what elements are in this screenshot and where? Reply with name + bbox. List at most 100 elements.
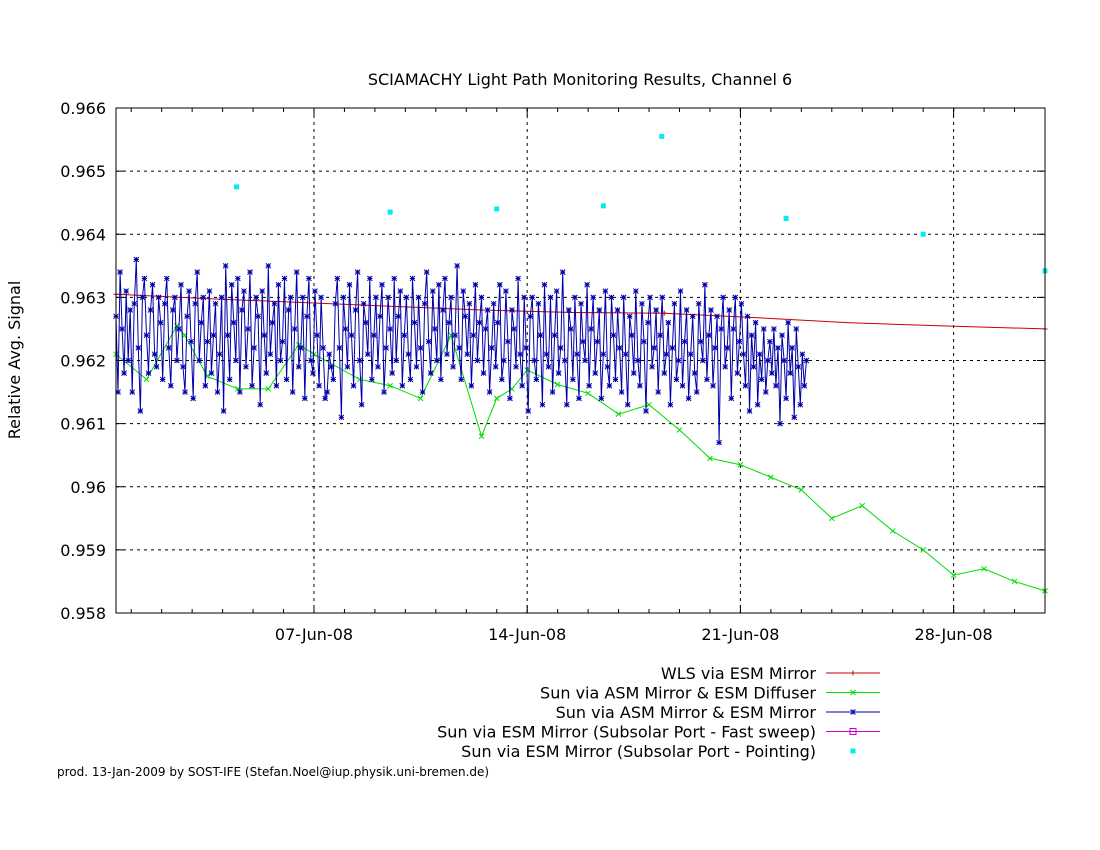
data-point: [889, 528, 896, 534]
data-point: [415, 294, 422, 301]
data-point: [616, 345, 623, 351]
data-point: [787, 370, 794, 376]
data-point: [559, 269, 566, 275]
y-tick-label: 0.964: [60, 225, 106, 244]
data-point: [155, 294, 162, 301]
legend-swatch-marker: [850, 709, 856, 715]
data-point: [716, 439, 722, 446]
y-ticks: 0.958 0.959 0.96 0.961 0.962 0.963 0.964 0.965 0…: [60, 99, 1045, 623]
data-point: [425, 338, 432, 345]
y-tick-label: 0.961: [60, 415, 106, 434]
data-point: [622, 351, 629, 358]
data-point: [635, 357, 641, 364]
data-point: [147, 307, 154, 313]
data-point: [661, 370, 668, 376]
data-point: [423, 269, 430, 275]
data-point: [667, 401, 674, 408]
data-point: [578, 300, 584, 307]
legend-swatch-marker: [850, 689, 856, 696]
data-point: [200, 294, 207, 301]
data-point: [769, 370, 775, 376]
data-point: [194, 269, 201, 275]
data-point: [387, 326, 393, 332]
data-point: [626, 313, 633, 320]
data-point: [637, 382, 643, 389]
data-point: [192, 300, 199, 307]
data-point: [737, 461, 744, 468]
data-point: [373, 294, 379, 301]
data-point: [775, 345, 781, 351]
data-point: [352, 307, 359, 313]
data-point: [590, 294, 597, 301]
data-point: [482, 326, 489, 332]
data-point: [543, 351, 550, 358]
series-layer: [113, 133, 1048, 594]
data-point: [326, 351, 333, 358]
data-point: [771, 326, 777, 332]
data-point: [764, 357, 771, 364]
x-tick-label: 28-Jun-08: [915, 625, 993, 644]
data-point: [653, 307, 659, 313]
data-point: [145, 370, 152, 376]
data-point: [663, 351, 670, 358]
data-point: [720, 294, 727, 301]
data-point: [340, 294, 347, 301]
data-point: [511, 326, 517, 332]
x-ticks: 07-Jun-08 14-Jun-08 21-Jun-08 28-Jun-08: [130, 108, 1016, 644]
data-point: [643, 408, 649, 414]
data-point: [216, 351, 223, 358]
data-point: [610, 332, 617, 339]
data-point: [708, 307, 714, 313]
data-point: [450, 363, 456, 370]
data-point: [458, 376, 465, 383]
data-point: [436, 281, 442, 288]
data-point: [257, 401, 264, 408]
data-point: [740, 351, 747, 358]
data-point: [754, 401, 761, 408]
data-point: [781, 357, 787, 364]
y-tick-label: 0.965: [60, 162, 106, 181]
data-point: [206, 288, 213, 294]
data-point: [647, 294, 653, 301]
data-point: [438, 376, 444, 383]
data-point: [535, 300, 542, 307]
data-point: [655, 389, 662, 395]
data-point: [417, 345, 424, 351]
data-point: [366, 275, 373, 282]
data-point: [685, 395, 692, 402]
data-point: [795, 363, 802, 370]
legend-label: Sun via ASM Mirror & ESM Diffuser: [540, 684, 816, 703]
data-point: [338, 414, 345, 421]
data-point: [498, 376, 505, 383]
legend-swatch-marker: [850, 748, 856, 754]
legend-label: Sun via ESM Mirror (Subsolar Port - Poin…: [461, 742, 816, 761]
data-point: [391, 275, 398, 282]
data-point: [474, 357, 481, 364]
data-point: [563, 401, 570, 408]
data-point: [687, 351, 694, 358]
data-point: [275, 281, 282, 288]
data-point: [707, 455, 713, 462]
chart-title: SCIAMACHY Light Path Monitoring Results,…: [368, 70, 792, 89]
x-tick-label: 14-Jun-08: [488, 625, 566, 644]
data-point: [133, 256, 140, 263]
data-point: [308, 357, 314, 364]
data-point: [554, 381, 561, 388]
data-point: [565, 307, 572, 313]
data-point: [178, 281, 184, 288]
data-point: [342, 326, 349, 332]
data-point: [517, 351, 523, 358]
data-point: [618, 389, 625, 395]
data-point: [529, 294, 536, 301]
data-point: [576, 395, 582, 402]
data-point: [360, 300, 367, 307]
data-point: [714, 313, 720, 320]
data-point: [798, 487, 805, 493]
data-point: [783, 395, 789, 402]
data-point: [551, 332, 558, 339]
data-point: [752, 319, 759, 326]
data-point: [271, 300, 278, 307]
data-point: [261, 332, 268, 339]
data-point: [141, 275, 148, 282]
data-point: [527, 313, 534, 320]
